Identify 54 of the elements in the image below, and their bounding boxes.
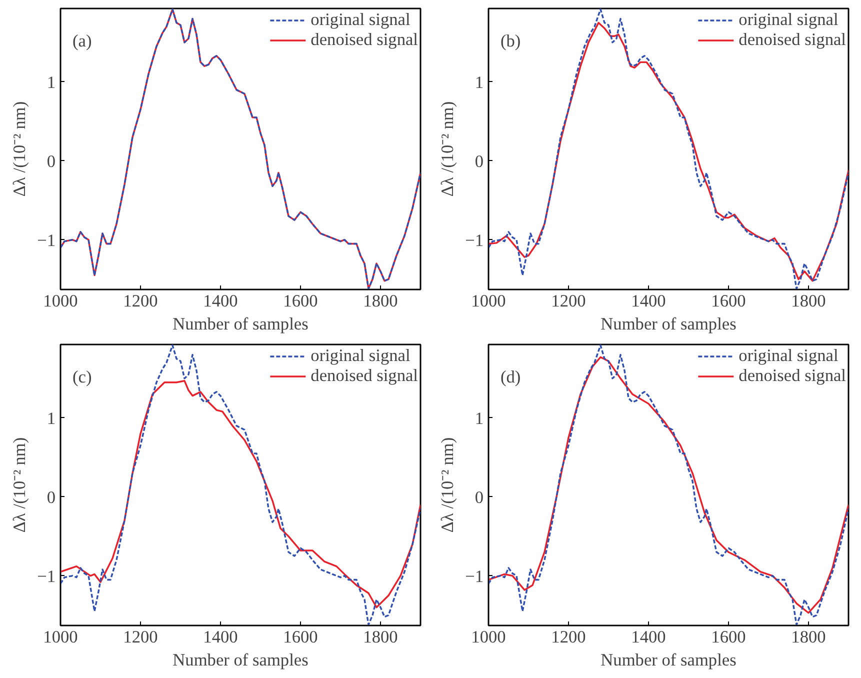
y-axis-title: Δλ /(10⁻² nm) bbox=[438, 101, 458, 197]
legend-label: original signal bbox=[310, 346, 410, 366]
annotation: (c) bbox=[72, 368, 92, 386]
x-tick-label: 1600 bbox=[283, 628, 318, 646]
legend-label: original signal bbox=[738, 10, 838, 30]
x-tick-label: 1400 bbox=[631, 292, 666, 310]
x-tick-label: 1800 bbox=[363, 292, 398, 310]
legend-label: denoised signal bbox=[738, 366, 846, 386]
x-tick-label: 1600 bbox=[283, 292, 318, 310]
legend-label: original signal bbox=[738, 346, 838, 366]
x-tick-label: 1400 bbox=[203, 628, 238, 646]
legend-label: denoised signal bbox=[310, 366, 418, 386]
line-series bbox=[60, 344, 420, 626]
line-series bbox=[60, 8, 420, 290]
y-tick-label: 1 bbox=[46, 408, 56, 428]
x-tick-label: 1200 bbox=[123, 292, 158, 310]
y-tick-label: −1 bbox=[465, 230, 484, 250]
x-tick-label: 1800 bbox=[791, 292, 826, 310]
x-axis-title: Number of samples bbox=[600, 314, 737, 334]
legend-label: denoised signal bbox=[310, 30, 418, 50]
y-axis-title: Δλ /(10⁻² nm) bbox=[438, 437, 458, 533]
annotation: (d) bbox=[500, 368, 521, 386]
x-tick-label: 1800 bbox=[363, 628, 398, 646]
x-tick-label: 1600 bbox=[711, 628, 746, 646]
y-tick-label: −1 bbox=[37, 566, 56, 586]
x-tick-label: 1200 bbox=[551, 292, 586, 310]
y-tick-label: −1 bbox=[465, 566, 484, 586]
x-axis-title: Number of samples bbox=[172, 314, 309, 334]
y-axis-title: Δλ /(10⁻² nm) bbox=[10, 101, 30, 197]
x-tick-label: 1000 bbox=[471, 628, 506, 646]
x-tick-label: 1800 bbox=[791, 628, 826, 646]
y-tick-label: 1 bbox=[474, 72, 484, 92]
x-tick-label: 1600 bbox=[711, 292, 746, 310]
annotation: (b) bbox=[500, 32, 521, 50]
legend-label: denoised signal bbox=[738, 30, 846, 50]
y-tick-label: 0 bbox=[474, 152, 484, 171]
y-tick-label: 0 bbox=[46, 488, 56, 507]
x-tick-label: 1000 bbox=[43, 292, 78, 310]
y-tick-label: −1 bbox=[37, 230, 56, 250]
x-tick-label: 1200 bbox=[123, 628, 158, 646]
y-tick-label: 1 bbox=[474, 408, 484, 428]
x-tick-label: 1200 bbox=[551, 628, 586, 646]
y-tick-label: 0 bbox=[474, 488, 484, 507]
y-axis-title: Δλ /(10⁻² nm) bbox=[10, 437, 30, 533]
x-tick-label: 1000 bbox=[471, 292, 506, 310]
legend-label: original signal bbox=[310, 10, 410, 30]
x-axis-title: Number of samples bbox=[172, 650, 309, 670]
y-tick-label: 0 bbox=[46, 152, 56, 171]
y-tick-label: 1 bbox=[46, 72, 56, 92]
x-tick-label: 1400 bbox=[631, 628, 666, 646]
x-tick-label: 1000 bbox=[43, 628, 78, 646]
x-tick-label: 1400 bbox=[203, 292, 238, 310]
x-axis-title: Number of samples bbox=[600, 650, 737, 670]
annotation: (a) bbox=[72, 32, 92, 50]
